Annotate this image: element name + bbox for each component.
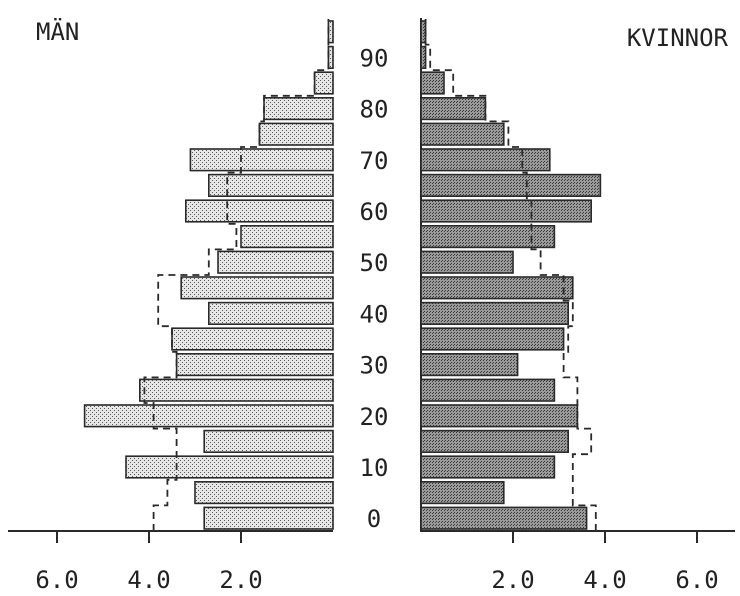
- age-tick-label: 30: [360, 352, 389, 380]
- male-bar-age-25: [139, 378, 334, 402]
- female-bar-age-25: [420, 378, 556, 402]
- male-bar-age-15: [203, 429, 334, 454]
- female-bar-age-80: [420, 97, 487, 121]
- female-bar-age-70: [420, 148, 551, 172]
- female-bar-age-5: [420, 480, 505, 505]
- age-tick-label: 40: [360, 300, 389, 328]
- male-bar-age-60: [185, 199, 334, 223]
- x-axis-ticks: 6.0 4.0 2.0 2.0 4.0 6.0: [35, 531, 719, 594]
- male-bar-age-10: [125, 455, 334, 479]
- female-reference-line: [424, 19, 597, 531]
- age-axis-labels: 0 10 20 30 40 50 60 70 80 90: [360, 44, 389, 533]
- female-bar-age-85: [420, 71, 445, 95]
- female-bar-age-90: [420, 45, 427, 69]
- female-bar-age-15: [420, 429, 569, 454]
- age-tick-label: 10: [360, 454, 389, 482]
- right-tick-label: 4.0: [583, 566, 626, 594]
- female-reference-outline: [424, 19, 597, 531]
- age-tick-label: 20: [360, 403, 389, 431]
- male-bar-age-80: [263, 97, 334, 121]
- male-bar-age-45: [180, 276, 334, 300]
- female-bar-age-35: [420, 327, 565, 351]
- female-bar-age-20: [420, 404, 579, 428]
- female-bar-age-0: [420, 506, 588, 530]
- left-tick-label: 2.0: [219, 566, 262, 594]
- male-bar-age-90: [327, 45, 334, 69]
- left-tick-label: 6.0: [35, 566, 78, 594]
- female-bar-age-10: [420, 455, 556, 479]
- female-bar-age-45: [420, 276, 574, 300]
- age-tick-label: 0: [367, 505, 381, 533]
- female-bar-age-30: [420, 352, 519, 377]
- left-panel-label: MÄN: [36, 17, 79, 46]
- female-bar-age-40: [420, 301, 569, 326]
- age-tick-label: 80: [360, 96, 389, 124]
- male-bar-age-30: [175, 352, 334, 377]
- male-bar-age-20: [83, 404, 334, 428]
- age-tick-label: 90: [360, 44, 389, 72]
- male-bar-age-35: [171, 327, 334, 351]
- male-bar-age-0: [203, 506, 334, 530]
- age-tick-label: 70: [360, 147, 389, 175]
- age-tick-label: 50: [360, 249, 389, 277]
- male-bar-age-70: [189, 148, 334, 172]
- female-bars: [420, 20, 602, 530]
- left-tick-label: 4.0: [127, 566, 170, 594]
- male-bar-age-5: [194, 480, 334, 505]
- male-bar-age-65: [208, 173, 334, 198]
- male-bar-age-40: [208, 301, 334, 326]
- age-tick-label: 60: [360, 198, 389, 226]
- male-reference-line: [143, 19, 330, 531]
- male-bar-age-75: [258, 122, 334, 146]
- male-reference-outline: [143, 19, 330, 531]
- male-bar-age-50: [217, 250, 334, 274]
- female-bar-age-60: [420, 199, 592, 223]
- male-bar-age-85: [313, 71, 334, 95]
- male-bar-age-55: [240, 225, 334, 249]
- female-bar-age-50: [420, 250, 514, 274]
- female-bar-age-75: [420, 122, 505, 146]
- right-tick-label: 2.0: [491, 566, 534, 594]
- right-tick-label: 6.0: [675, 566, 718, 594]
- right-panel-label: KVINNOR: [627, 24, 729, 52]
- female-bar-age-55: [420, 225, 556, 249]
- female-bar-age-65: [420, 173, 602, 198]
